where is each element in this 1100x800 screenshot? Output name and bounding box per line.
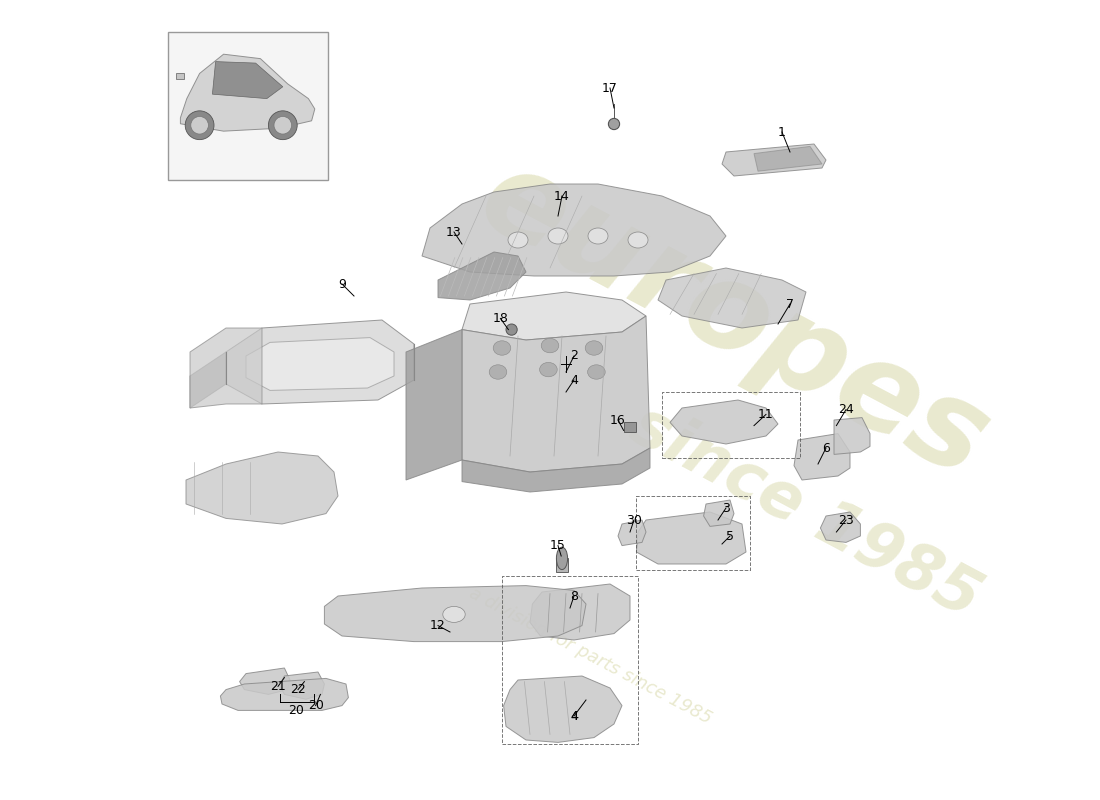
Polygon shape — [212, 62, 283, 98]
Polygon shape — [422, 184, 726, 276]
Polygon shape — [618, 520, 646, 546]
Text: 4: 4 — [570, 710, 578, 722]
Text: 22: 22 — [290, 683, 306, 696]
Circle shape — [506, 324, 517, 335]
Polygon shape — [637, 512, 746, 564]
Text: 20: 20 — [288, 704, 305, 717]
Polygon shape — [176, 74, 184, 79]
Ellipse shape — [541, 338, 559, 353]
Ellipse shape — [587, 365, 605, 379]
Polygon shape — [220, 678, 349, 710]
Circle shape — [190, 117, 208, 134]
Circle shape — [268, 111, 297, 140]
Polygon shape — [722, 144, 826, 176]
Circle shape — [608, 118, 619, 130]
Text: 20: 20 — [308, 699, 323, 712]
Text: 6: 6 — [822, 442, 829, 454]
Polygon shape — [658, 268, 806, 328]
Text: 23: 23 — [838, 514, 854, 526]
Polygon shape — [821, 512, 860, 542]
Polygon shape — [246, 338, 394, 390]
Text: 13: 13 — [447, 226, 462, 238]
Polygon shape — [670, 400, 778, 444]
Circle shape — [185, 111, 214, 140]
Polygon shape — [279, 672, 324, 699]
Ellipse shape — [443, 606, 465, 622]
Text: 12: 12 — [430, 619, 446, 632]
Ellipse shape — [540, 362, 558, 377]
Ellipse shape — [548, 228, 568, 244]
Text: 2: 2 — [570, 350, 578, 362]
Text: 3: 3 — [722, 502, 730, 514]
Text: 7: 7 — [786, 298, 794, 310]
Polygon shape — [240, 668, 290, 694]
Text: 21: 21 — [271, 680, 286, 693]
Text: 14: 14 — [554, 190, 570, 202]
Text: 9: 9 — [338, 278, 345, 290]
Text: a division for parts since 1985: a division for parts since 1985 — [465, 584, 714, 728]
Text: 11: 11 — [758, 408, 774, 421]
Ellipse shape — [508, 232, 528, 248]
Ellipse shape — [490, 365, 507, 379]
Text: 8: 8 — [570, 590, 578, 602]
Circle shape — [274, 117, 292, 134]
Text: 30: 30 — [626, 514, 642, 526]
Text: 17: 17 — [602, 82, 618, 94]
Polygon shape — [462, 292, 646, 340]
Text: 4: 4 — [570, 374, 578, 386]
Polygon shape — [226, 320, 414, 404]
Polygon shape — [406, 330, 462, 480]
Ellipse shape — [628, 232, 648, 248]
Polygon shape — [624, 422, 637, 432]
Text: europes: europes — [461, 138, 1008, 502]
Ellipse shape — [557, 547, 568, 570]
Polygon shape — [504, 676, 621, 742]
Polygon shape — [834, 418, 870, 454]
Ellipse shape — [588, 228, 608, 244]
Text: 15: 15 — [550, 539, 565, 552]
Text: 18: 18 — [493, 312, 508, 325]
Polygon shape — [794, 434, 850, 480]
Text: 1: 1 — [778, 126, 785, 138]
Polygon shape — [462, 316, 650, 472]
Polygon shape — [324, 586, 586, 642]
Polygon shape — [186, 452, 338, 524]
Text: 5: 5 — [726, 530, 734, 542]
Ellipse shape — [493, 341, 510, 355]
Ellipse shape — [585, 341, 603, 355]
Text: 24: 24 — [838, 403, 854, 416]
Bar — [167, 32, 328, 180]
Polygon shape — [190, 328, 262, 408]
Polygon shape — [462, 448, 650, 492]
Text: 16: 16 — [610, 414, 626, 426]
Text: since 1985: since 1985 — [620, 394, 991, 630]
Polygon shape — [704, 500, 734, 526]
Polygon shape — [557, 558, 568, 572]
Polygon shape — [180, 54, 315, 131]
Polygon shape — [438, 252, 526, 300]
Polygon shape — [190, 352, 226, 408]
Text: 4: 4 — [570, 710, 578, 722]
Polygon shape — [754, 146, 822, 171]
Polygon shape — [530, 584, 630, 640]
